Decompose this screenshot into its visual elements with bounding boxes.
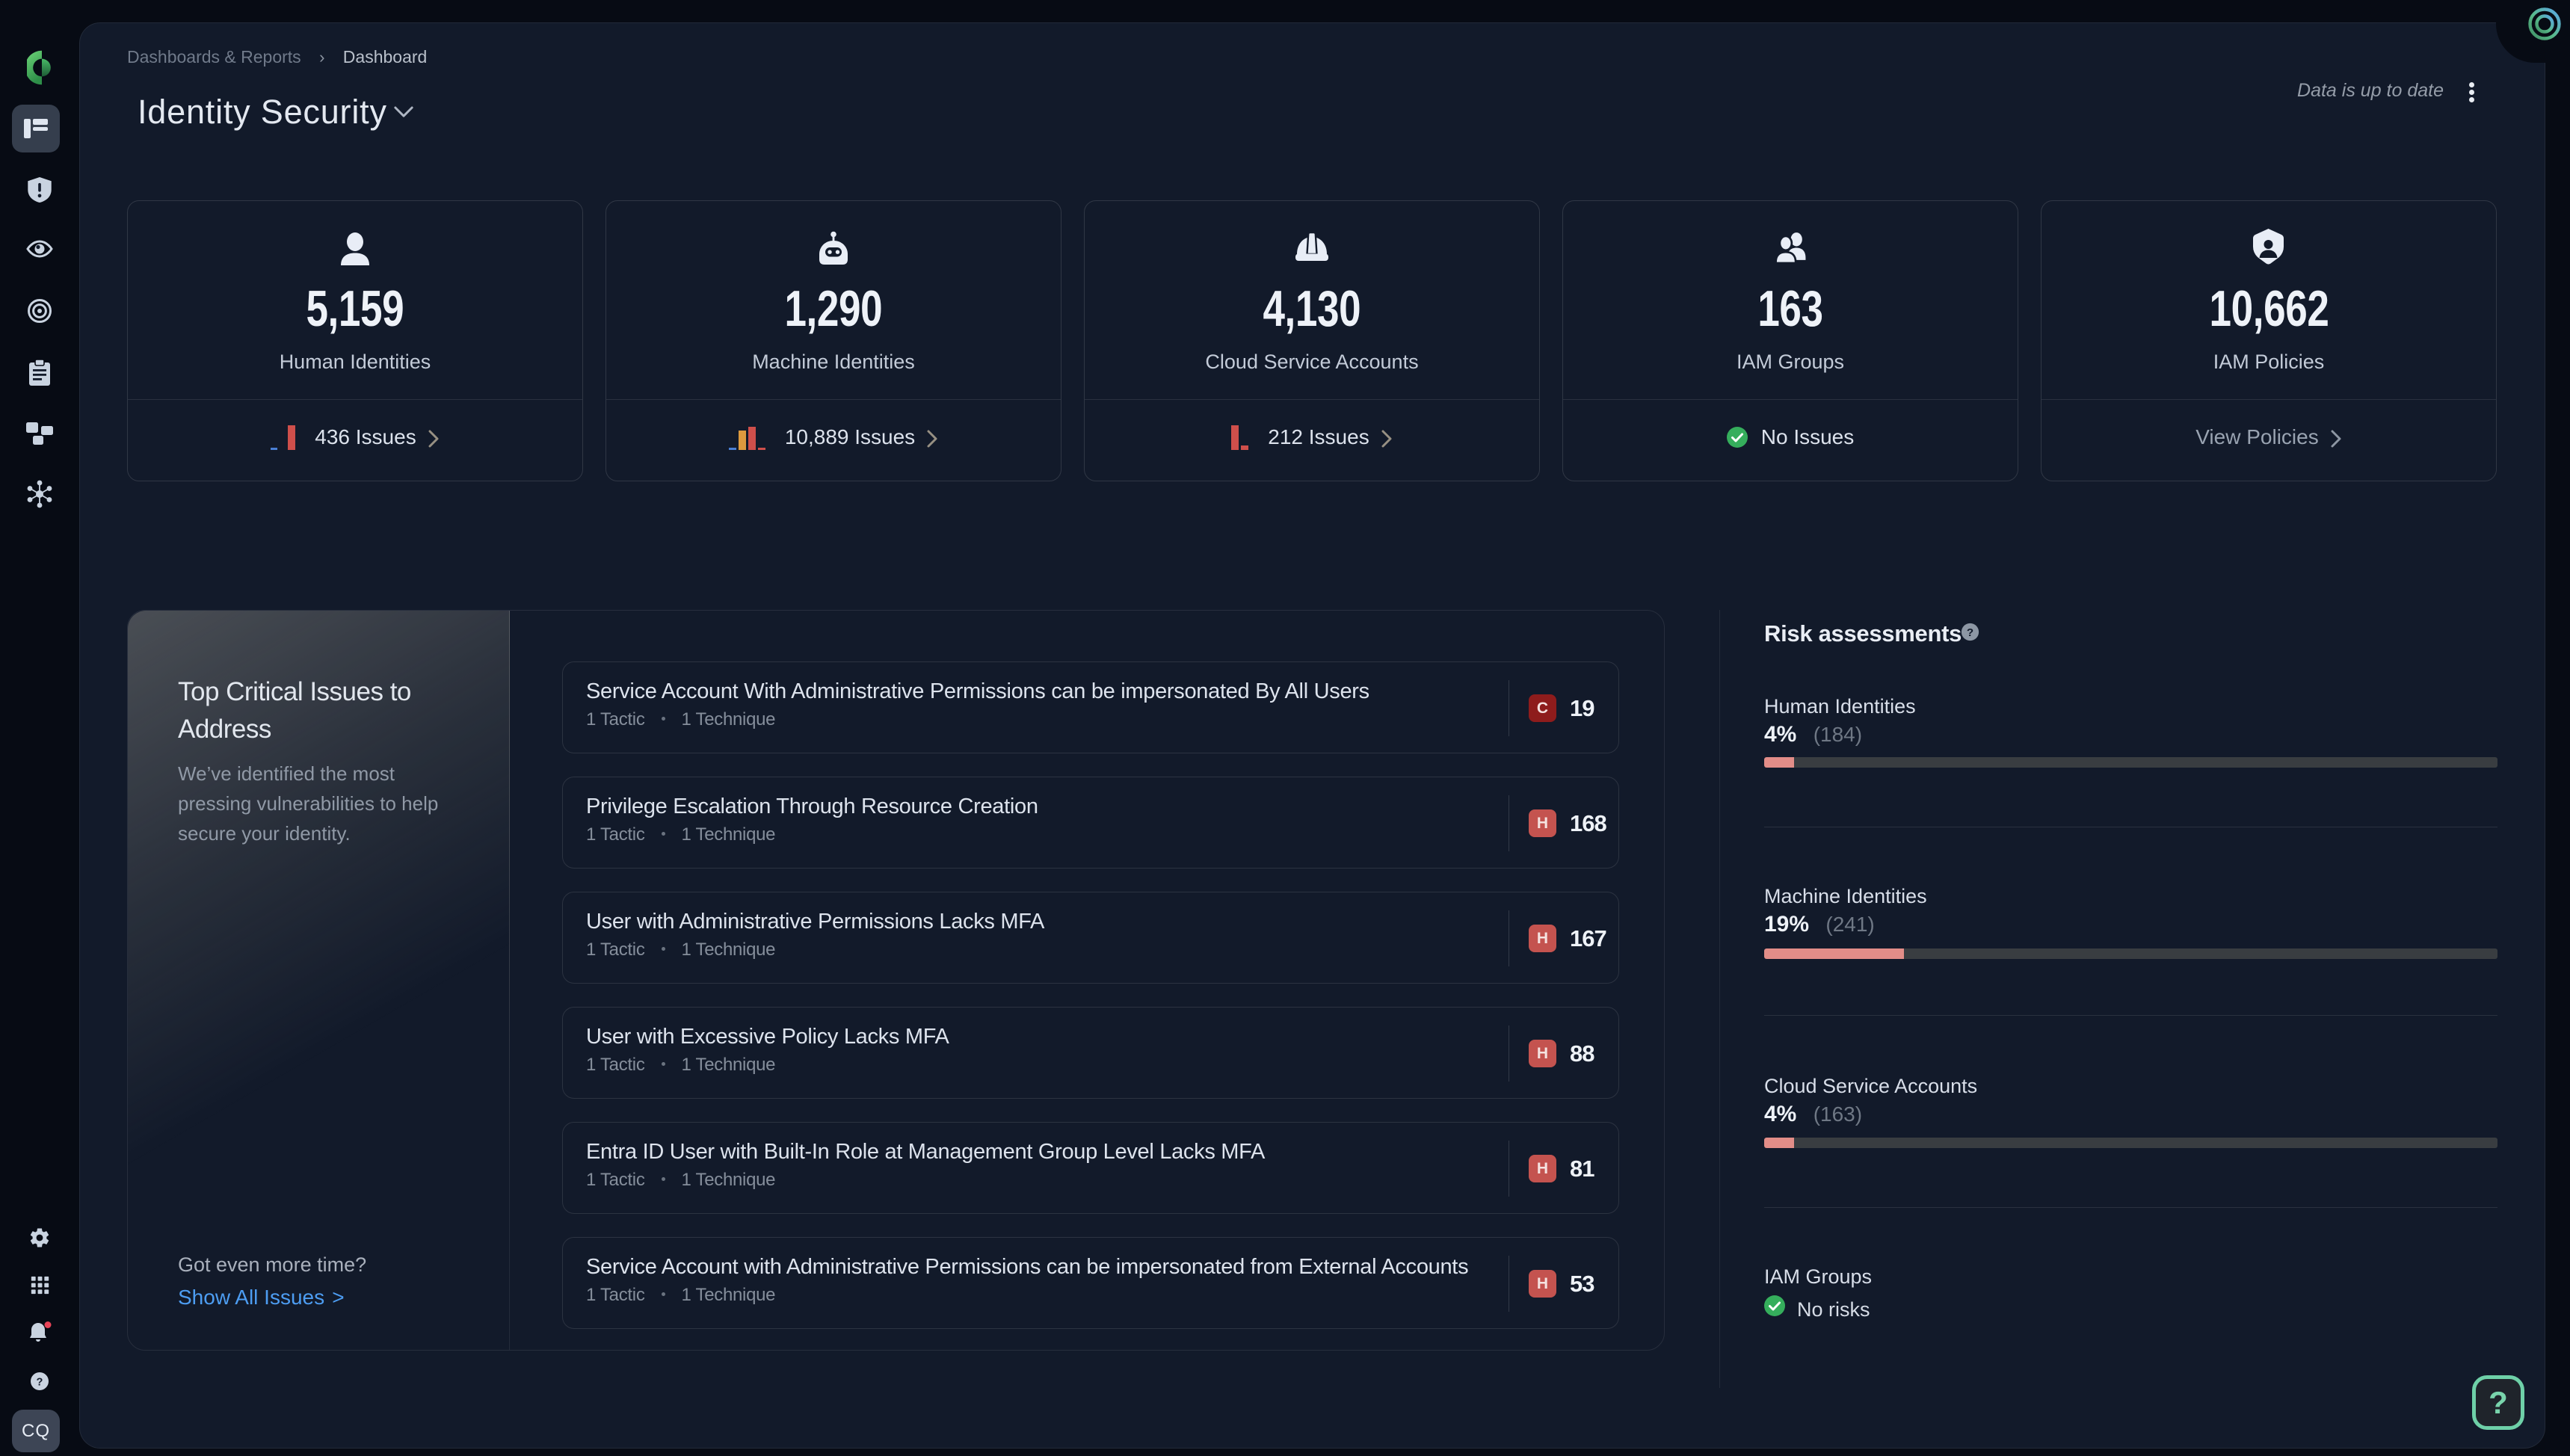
- svg-text:?: ?: [37, 1377, 43, 1389]
- svg-text:?: ?: [1967, 626, 1973, 639]
